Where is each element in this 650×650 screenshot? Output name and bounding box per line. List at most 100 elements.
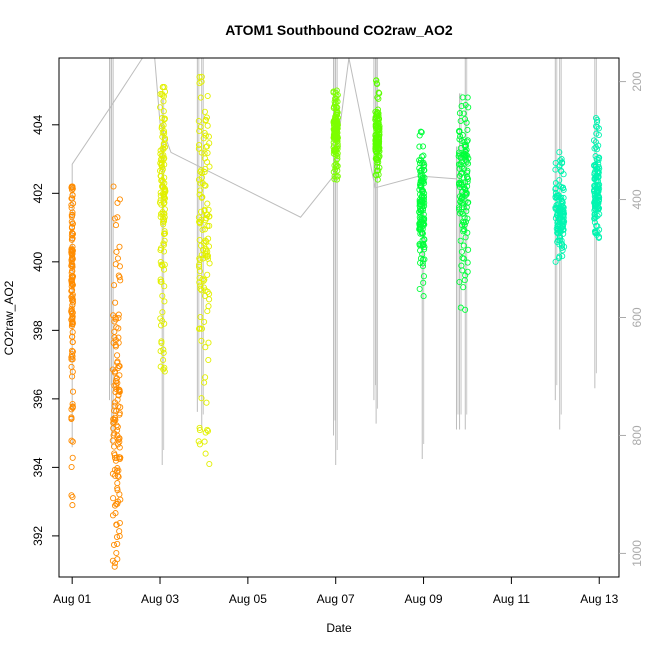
data-point: [160, 248, 168, 255]
data-point: [416, 157, 423, 164]
data-point: [113, 324, 120, 331]
y-tick-label: 392: [31, 526, 45, 546]
data-point: [196, 325, 204, 332]
data-point: [462, 189, 469, 196]
data-point: [459, 188, 466, 195]
data-point: [161, 116, 168, 123]
data-point: [593, 118, 601, 126]
data-point: [419, 260, 426, 267]
data-point: [69, 220, 76, 227]
data-point: [555, 221, 562, 228]
chart-title: ATOM1 Southbound CO2raw_AO2: [225, 22, 453, 38]
data-point: [112, 342, 119, 349]
data-point: [416, 132, 423, 139]
data-point: [69, 230, 77, 238]
point-cluster: [195, 73, 213, 468]
data-point: [465, 246, 472, 253]
data-point: [459, 132, 466, 139]
data-point: [161, 364, 168, 371]
data-point: [455, 153, 462, 160]
y-tick-label: 398: [31, 320, 45, 340]
data-point: [113, 533, 121, 541]
data-point: [201, 379, 208, 386]
data-point: [465, 199, 472, 206]
data-point: [69, 454, 76, 461]
data-point: [196, 427, 203, 434]
data-point: [456, 110, 463, 117]
data-point: [205, 206, 212, 213]
data-point: [161, 283, 168, 290]
data-point: [160, 356, 167, 364]
data-point: [332, 146, 339, 153]
data-point: [461, 277, 468, 284]
data-point: [595, 155, 602, 162]
data-point: [462, 234, 469, 241]
data-point: [158, 160, 165, 167]
data-point: [69, 333, 76, 340]
data-point: [110, 541, 118, 548]
point-cluster: [156, 84, 169, 375]
data-point: [68, 437, 75, 444]
data-point: [197, 94, 204, 101]
data-point: [68, 183, 75, 190]
data-point: [69, 299, 77, 306]
data-point: [419, 263, 427, 270]
data-point: [552, 258, 559, 265]
data-point: [198, 174, 205, 181]
data-point: [372, 115, 379, 122]
data-point: [421, 199, 428, 206]
y2-tick-label: 400: [630, 189, 644, 209]
y2-axis: 200 400 600 800 1000: [619, 71, 644, 567]
data-point: [456, 172, 463, 179]
data-point: [373, 155, 381, 162]
data-point: [201, 108, 208, 115]
data-point: [375, 116, 382, 123]
data-point: [594, 189, 601, 196]
y-tick-label: 404: [31, 114, 45, 134]
data-point: [204, 308, 211, 315]
data-point: [113, 248, 120, 255]
data-point: [205, 235, 212, 242]
data-point: [117, 454, 124, 461]
data-point: [334, 163, 341, 170]
data-point: [333, 107, 340, 114]
data-point: [460, 228, 467, 235]
data-point: [375, 95, 382, 102]
data-point: [554, 193, 561, 200]
data-point: [113, 500, 120, 508]
data-point: [558, 244, 566, 251]
data-point: [204, 426, 211, 433]
y2-tick-label: 800: [630, 425, 644, 445]
data-point: [460, 165, 468, 172]
data-point: [559, 198, 566, 205]
data-point: [115, 311, 122, 318]
data-point: [68, 236, 75, 243]
data-point: [417, 211, 424, 218]
data-point: [110, 282, 118, 289]
data-point: [334, 119, 341, 126]
data-point: [456, 127, 463, 135]
data-point: [464, 183, 471, 190]
data-point: [69, 247, 76, 254]
data-point: [462, 142, 470, 149]
data-point: [114, 255, 121, 262]
data-point: [116, 274, 123, 281]
data-point: [556, 149, 563, 156]
data-point: [197, 168, 204, 175]
data-point: [112, 457, 119, 464]
data-point: [552, 166, 559, 173]
data-point: [161, 298, 168, 305]
data-point: [159, 92, 166, 99]
data-point: [196, 73, 203, 81]
data-point: [69, 191, 76, 199]
data-point: [594, 182, 601, 189]
x-tick-label: Aug 05: [229, 592, 267, 606]
data-point: [596, 211, 603, 218]
data-point: [159, 129, 166, 136]
data-point: [117, 404, 124, 411]
data-point: [161, 228, 168, 235]
data-point: [68, 347, 76, 354]
data-point: [161, 320, 168, 327]
data-point: [109, 557, 116, 564]
